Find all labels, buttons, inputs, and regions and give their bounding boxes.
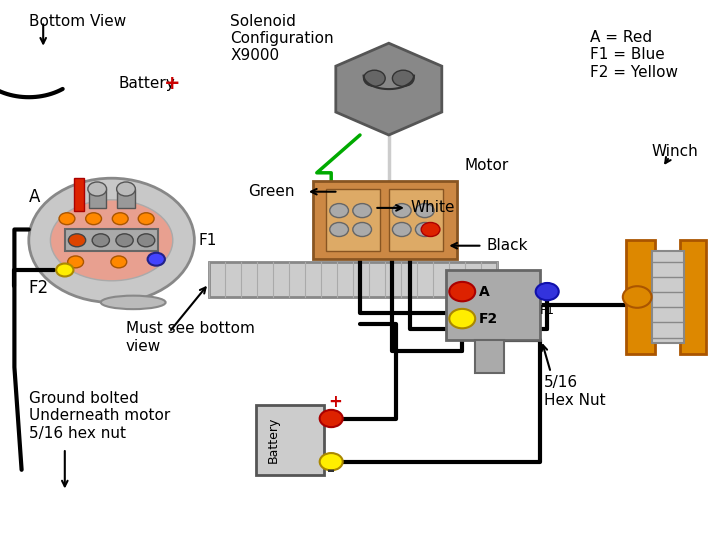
Circle shape <box>415 222 434 237</box>
Circle shape <box>421 222 440 237</box>
Circle shape <box>59 213 75 225</box>
Text: A: A <box>479 285 490 299</box>
Circle shape <box>68 256 84 268</box>
Circle shape <box>86 213 102 225</box>
Polygon shape <box>336 43 442 135</box>
Circle shape <box>112 213 128 225</box>
Text: +: + <box>328 393 342 411</box>
Bar <box>65 230 158 251</box>
Circle shape <box>353 222 372 237</box>
Circle shape <box>449 309 475 328</box>
Circle shape <box>623 286 652 308</box>
Circle shape <box>353 204 372 218</box>
Circle shape <box>536 283 559 300</box>
Text: Black: Black <box>486 238 528 253</box>
Text: Winch: Winch <box>652 144 698 159</box>
Bar <box>475 340 504 373</box>
Bar <box>626 240 655 354</box>
Text: Ground bolted
Underneath motor
5/16 hex nut: Ground bolted Underneath motor 5/16 hex … <box>29 391 170 441</box>
Bar <box>652 251 684 343</box>
Text: -: - <box>327 461 335 481</box>
Text: F1: F1 <box>198 233 217 248</box>
Circle shape <box>111 256 127 268</box>
Circle shape <box>330 204 348 218</box>
Text: Battery: Battery <box>267 417 280 463</box>
Bar <box>256 405 324 475</box>
Circle shape <box>415 204 434 218</box>
Circle shape <box>320 453 343 470</box>
Text: Solenoid
Configuration
X9000: Solenoid Configuration X9000 <box>230 14 334 63</box>
Text: White: White <box>410 200 455 215</box>
Text: F2: F2 <box>29 279 49 297</box>
Bar <box>117 189 135 208</box>
Text: F2: F2 <box>479 312 498 326</box>
Text: 5/16
Hex Nut: 5/16 Hex Nut <box>544 375 606 408</box>
Circle shape <box>138 234 155 247</box>
Circle shape <box>392 70 414 86</box>
Circle shape <box>68 234 86 247</box>
Bar <box>326 189 380 251</box>
Text: F1: F1 <box>540 304 555 317</box>
Text: Must see bottom
view: Must see bottom view <box>126 321 255 354</box>
Circle shape <box>330 222 348 237</box>
Circle shape <box>116 234 133 247</box>
Circle shape <box>392 204 411 218</box>
Text: A = Red
F1 = Blue
F2 = Yellow: A = Red F1 = Blue F2 = Yellow <box>590 30 678 79</box>
Text: Green: Green <box>248 184 295 199</box>
Bar <box>89 189 106 208</box>
Bar <box>74 178 84 211</box>
Bar <box>209 262 497 297</box>
Text: A: A <box>29 188 40 206</box>
Circle shape <box>56 264 73 276</box>
Bar <box>313 181 457 259</box>
Text: Motor: Motor <box>464 158 508 173</box>
Circle shape <box>320 410 343 427</box>
Circle shape <box>117 182 135 196</box>
Circle shape <box>364 70 385 86</box>
Text: Bottom View: Bottom View <box>29 14 126 29</box>
Circle shape <box>449 282 475 301</box>
Bar <box>680 240 706 354</box>
Bar <box>446 270 540 340</box>
Circle shape <box>148 253 165 266</box>
Circle shape <box>138 213 154 225</box>
Circle shape <box>92 234 109 247</box>
Text: +: + <box>164 74 181 93</box>
Circle shape <box>392 222 411 237</box>
Bar <box>389 189 443 251</box>
Text: Battery: Battery <box>119 76 176 91</box>
Circle shape <box>88 182 107 196</box>
Ellipse shape <box>101 295 166 309</box>
Circle shape <box>29 178 194 302</box>
Ellipse shape <box>50 200 173 281</box>
